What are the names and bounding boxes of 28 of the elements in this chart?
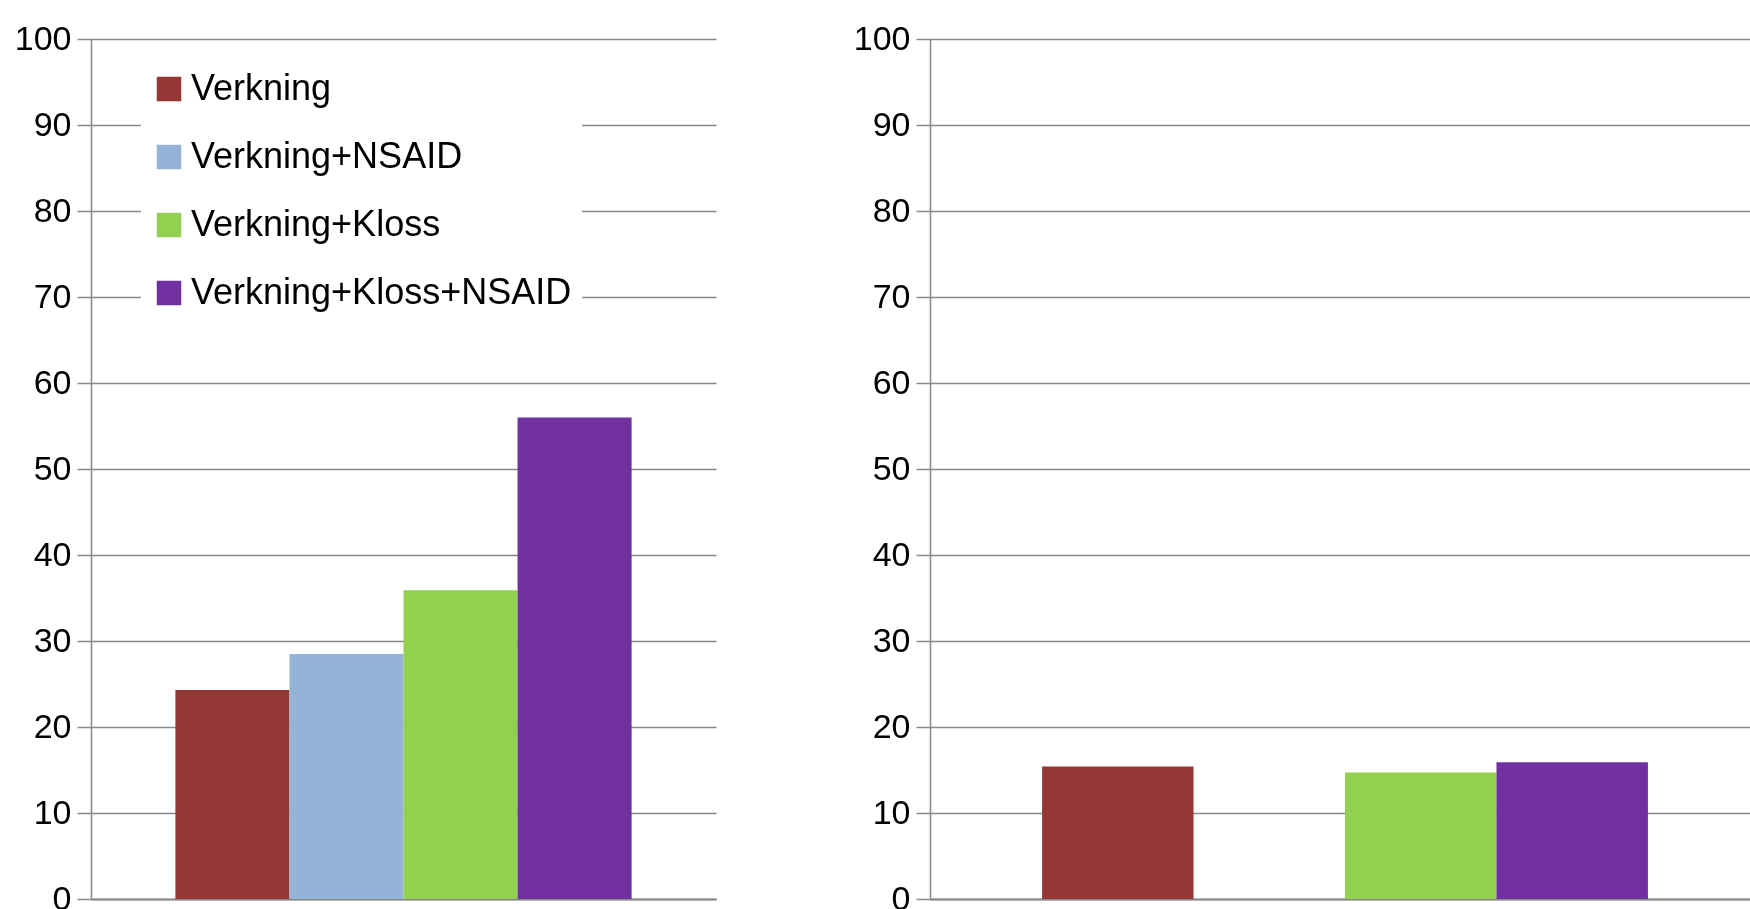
bar <box>403 590 518 899</box>
y-tick-label: 30 <box>872 620 911 659</box>
y-tick-label: 50 <box>33 448 72 487</box>
y-tick-label: 40 <box>33 534 72 573</box>
y-tick-label: 70 <box>33 276 72 315</box>
y-tick-label: 10 <box>33 792 72 831</box>
legend-label: Verkning <box>191 67 332 108</box>
legend-label: Verkning+Kloss <box>191 203 441 244</box>
y-tick-label: 50 <box>872 448 911 487</box>
y-tick-label: 70 <box>872 276 911 315</box>
y-tick-label: 60 <box>33 362 72 401</box>
y-tick-label: 60 <box>872 362 911 401</box>
y-tick-label: 20 <box>33 706 72 745</box>
bar <box>175 690 290 899</box>
y-tick-label: 80 <box>33 190 72 229</box>
bar <box>517 417 632 899</box>
y-tick-label: 20 <box>872 706 911 745</box>
bar <box>289 653 404 899</box>
y-tick-label: 10 <box>872 792 911 831</box>
y-tick-label: 40 <box>872 534 911 573</box>
legend-label: Verkning+Kloss+NSAID <box>191 271 572 312</box>
y-tick-label: 100 <box>853 18 911 57</box>
y-tick-label: 30 <box>33 620 72 659</box>
y-tick-label: 100 <box>14 18 72 57</box>
y-tick-label: 90 <box>33 104 72 143</box>
y-tick-label: 90 <box>872 104 911 143</box>
legend-label: Verkning+NSAID <box>191 135 463 176</box>
y-tick-label: 80 <box>872 190 911 229</box>
